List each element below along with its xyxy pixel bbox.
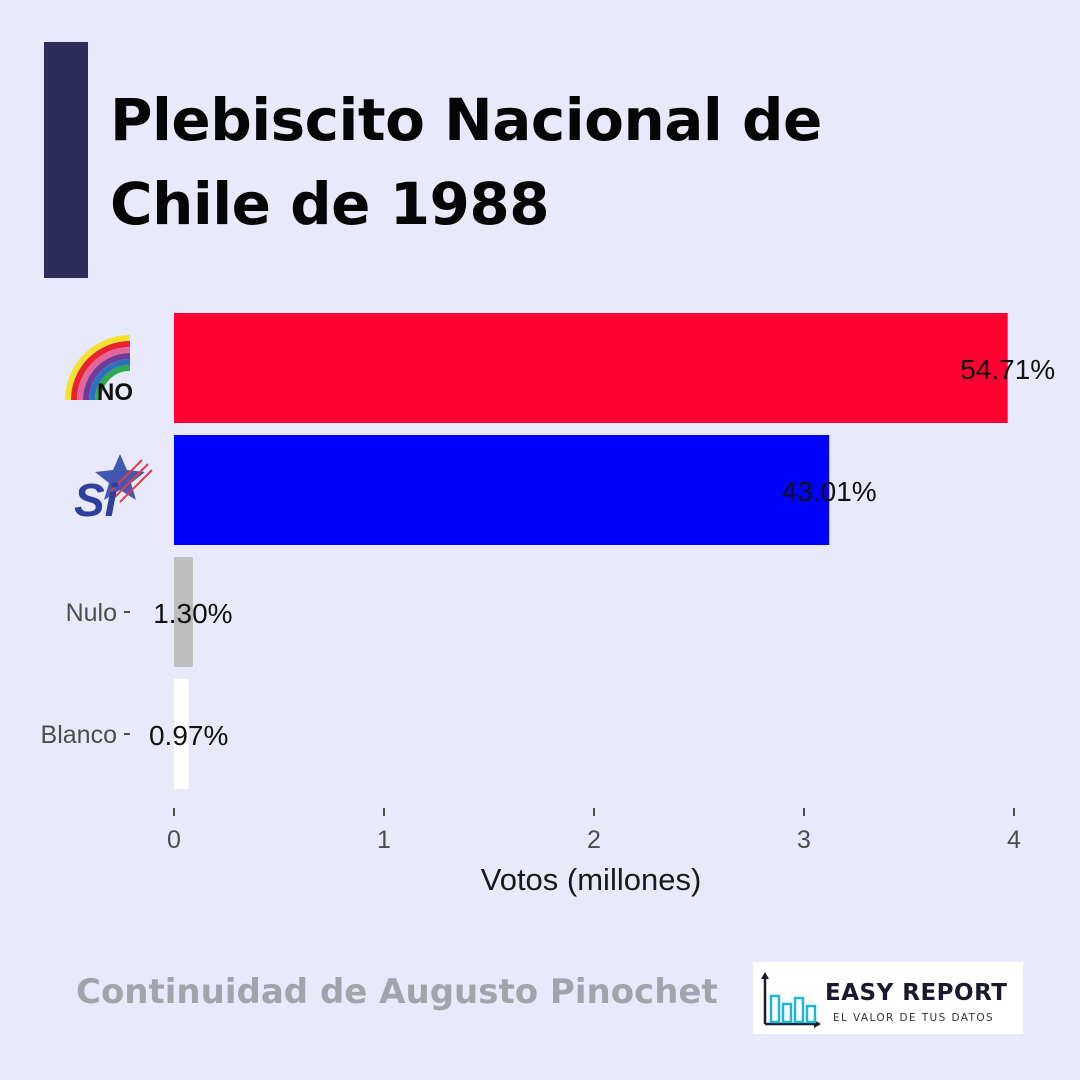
subtitle: Continuidad de Augusto Pinochet xyxy=(76,972,718,1012)
x-axis-layer: 0 1 2 3 4 xyxy=(167,808,1021,854)
data-label-si: 43.01% xyxy=(782,476,877,507)
x-tick-label: 4 xyxy=(1007,826,1021,854)
svg-text:NO: NO xyxy=(97,379,133,406)
bar-nulo xyxy=(174,557,193,667)
x-axis-title: Votos (millones) xyxy=(481,862,702,897)
easy-report-logo: EASY REPORT EL VALOR DE TUS DATOS xyxy=(753,962,1023,1034)
bar-chart-logo-icon xyxy=(761,972,821,1028)
data-label-nulo: 1.30% xyxy=(153,598,232,629)
title-accent-bar xyxy=(44,42,88,278)
category-label-blanco: Blanco xyxy=(41,721,117,749)
data-label-blanco: 0.97% xyxy=(149,720,228,751)
bars-layer: 54.71% 43.01% 1.30% 0.97% xyxy=(149,313,1055,789)
y-labels-layer: Nulo Blanco xyxy=(41,599,130,749)
bar-blanco xyxy=(174,679,189,789)
si-star-logo-icon: Si xyxy=(74,454,153,526)
x-tick-label: 2 xyxy=(587,826,601,854)
rainbow-no-logo-icon: NO xyxy=(65,335,133,406)
title-line-2: Chile de 1988 xyxy=(110,170,550,238)
bar-no xyxy=(174,313,1008,423)
x-tick-label: 1 xyxy=(377,826,391,854)
brand-name: EASY REPORT xyxy=(825,980,1008,1006)
category-label-nulo: Nulo xyxy=(66,599,117,627)
svg-text:Si: Si xyxy=(74,474,119,526)
x-tick-label: 0 xyxy=(167,826,181,854)
brand-tagline: EL VALOR DE TUS DATOS xyxy=(833,1012,995,1024)
x-tick-label: 3 xyxy=(797,826,811,854)
title-line-1: Plebiscito Nacional de xyxy=(110,86,822,154)
page-title: Plebiscito Nacional de Chile de 1988 xyxy=(110,78,822,246)
data-label-no: 54.71% xyxy=(960,354,1055,385)
bar-si xyxy=(174,435,830,545)
